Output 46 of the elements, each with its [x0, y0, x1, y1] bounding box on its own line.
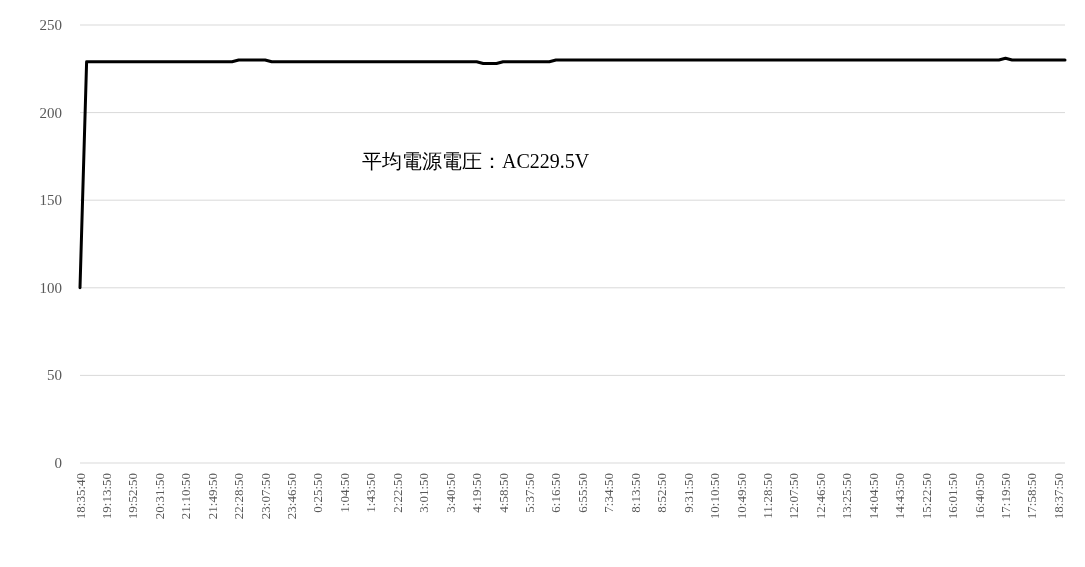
x-tick-label: 14:43:50	[892, 473, 908, 520]
x-tick-label: 12:46:50	[812, 473, 828, 520]
y-tick-label: 250	[39, 17, 62, 33]
x-tick-label: 17:58:50	[1024, 473, 1040, 520]
y-tick-label: 100	[39, 279, 62, 296]
x-tick-label: 18:37:50	[1050, 473, 1066, 520]
x-tick-label: 14:04:50	[865, 473, 881, 520]
x-tick-label: 6:16:50	[548, 473, 564, 513]
x-tick-label: 8:13:50	[627, 473, 643, 513]
x-tick-label: 13:25:50	[839, 473, 855, 520]
x-tick-label: 7:34:50	[601, 473, 617, 513]
x-tick-label: 3:40:50	[442, 473, 458, 513]
x-tick-label: 0:25:50	[310, 473, 326, 513]
x-tick-label: 20:31:50	[151, 473, 167, 520]
x-tick-label: 10:10:50	[707, 473, 723, 520]
x-tick-label: 2:22:50	[389, 473, 405, 513]
x-tick-label: 19:13:50	[98, 473, 114, 520]
y-tick-label: 200	[39, 104, 62, 121]
x-tick-label: 22:28:50	[231, 473, 247, 520]
x-tick-label: 5:37:50	[522, 473, 538, 513]
x-tick-label: 4:58:50	[495, 473, 511, 513]
x-tick-label: 21:10:50	[178, 473, 194, 520]
y-tick-label: 50	[47, 367, 62, 384]
x-tick-label: 4:19:50	[469, 473, 485, 513]
x-tick-label: 3:01:50	[416, 473, 432, 513]
x-tick-label: 10:49:50	[733, 473, 749, 520]
y-tick-label: 150	[39, 192, 62, 209]
x-tick-label: 1:43:50	[363, 473, 379, 513]
x-tick-label: 19:52:50	[125, 473, 141, 520]
y-tick-label: 0	[54, 455, 62, 471]
x-tick-label: 12:07:50	[786, 473, 802, 520]
x-tick-label: 23:07:50	[257, 473, 273, 520]
x-tick-label: 18:35:40	[72, 473, 88, 520]
x-tick-label: 16:40:50	[971, 473, 987, 520]
x-tick-label: 21:49:50	[204, 473, 220, 520]
x-tick-label: 11:28:50	[760, 473, 776, 519]
x-tick-label: 23:46:50	[284, 473, 300, 520]
x-tick-label: 9:31:50	[680, 473, 696, 513]
annotation: 平均電源電圧：AC229.5V	[362, 150, 590, 172]
x-tick-label: 1:04:50	[336, 473, 352, 513]
x-tick-label: 16:01:50	[945, 473, 961, 520]
x-tick-label: 17:19:50	[998, 473, 1013, 520]
x-tick-label: 8:52:50	[654, 473, 670, 513]
x-tick-label: 15:22:50	[918, 473, 934, 520]
x-tick-label: 6:55:50	[574, 473, 590, 513]
line-series	[78, 56, 1067, 290]
